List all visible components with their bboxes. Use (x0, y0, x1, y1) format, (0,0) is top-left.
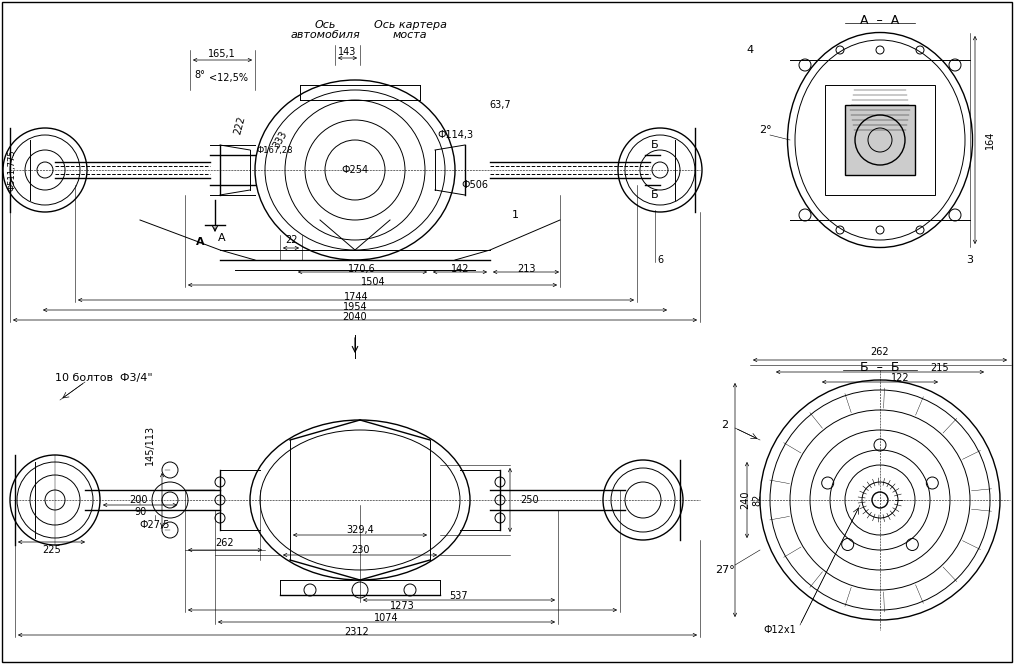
Text: Ф167,28: Ф167,28 (257, 145, 293, 155)
Text: Б: Б (651, 140, 659, 150)
Text: Ф27,5: Ф27,5 (140, 520, 170, 530)
Text: 170,6: 170,6 (348, 264, 376, 274)
Text: 145/113: 145/113 (145, 425, 155, 465)
Text: 10 болтов  Ф3/4": 10 болтов Ф3/4" (55, 373, 153, 383)
Text: 4: 4 (746, 45, 753, 55)
Text: A: A (218, 233, 226, 243)
Text: 3: 3 (966, 255, 973, 265)
Text: 63,7: 63,7 (489, 100, 511, 110)
Text: моста: моста (392, 30, 427, 40)
Text: 1744: 1744 (344, 292, 368, 302)
Text: 82: 82 (752, 494, 762, 506)
Text: 1074: 1074 (374, 613, 399, 623)
Text: 8°: 8° (195, 70, 206, 80)
Text: Ф114,3: Ф114,3 (437, 130, 474, 140)
Text: 230: 230 (351, 545, 369, 555)
Text: 329,4: 329,4 (346, 525, 374, 535)
Text: 213: 213 (517, 264, 535, 274)
Text: 222: 222 (233, 115, 247, 135)
Text: 1504: 1504 (361, 277, 385, 287)
Text: 215: 215 (931, 363, 949, 373)
Text: А  –  А: А – А (860, 13, 899, 27)
Text: 250: 250 (520, 495, 538, 505)
Text: Ф254: Ф254 (342, 165, 368, 175)
Text: 240: 240 (740, 491, 750, 509)
Text: 6: 6 (657, 255, 663, 265)
Text: 262: 262 (216, 538, 234, 548)
Text: Ось картера: Ось картера (373, 20, 446, 30)
Text: 200: 200 (130, 495, 148, 505)
Text: 2°: 2° (758, 125, 772, 135)
Text: 1273: 1273 (389, 601, 415, 611)
Text: автомобиля: автомобиля (290, 30, 360, 40)
Text: 142: 142 (451, 264, 469, 274)
Text: 165,1: 165,1 (208, 49, 236, 59)
Text: 262: 262 (871, 347, 889, 357)
Text: Б  –  Б: Б – Б (860, 361, 899, 373)
Text: Б: Б (651, 190, 659, 200)
Text: 2312: 2312 (345, 627, 369, 637)
Text: 22: 22 (285, 235, 297, 245)
Text: Ф12х1: Ф12х1 (764, 625, 796, 635)
Bar (845, 105, 915, 175)
Text: Ф511,775: Ф511,775 (7, 149, 16, 191)
Text: 1: 1 (511, 210, 518, 220)
Text: 333: 333 (271, 129, 289, 151)
Text: 122: 122 (890, 373, 910, 383)
Text: Ось: Ось (314, 20, 336, 30)
Text: A: A (196, 237, 204, 247)
Text: 143: 143 (338, 47, 356, 57)
Text: 537: 537 (449, 591, 468, 601)
Text: 90: 90 (134, 507, 146, 517)
Text: 27°: 27° (715, 565, 735, 575)
Text: 2: 2 (721, 420, 729, 430)
Text: 2040: 2040 (343, 312, 367, 322)
Bar (825, 85, 935, 195)
Text: 164: 164 (985, 131, 995, 149)
Text: Ф506: Ф506 (461, 180, 489, 190)
Text: <12,5%: <12,5% (209, 73, 247, 83)
Text: 225: 225 (43, 545, 62, 555)
Text: 1954: 1954 (343, 302, 367, 312)
